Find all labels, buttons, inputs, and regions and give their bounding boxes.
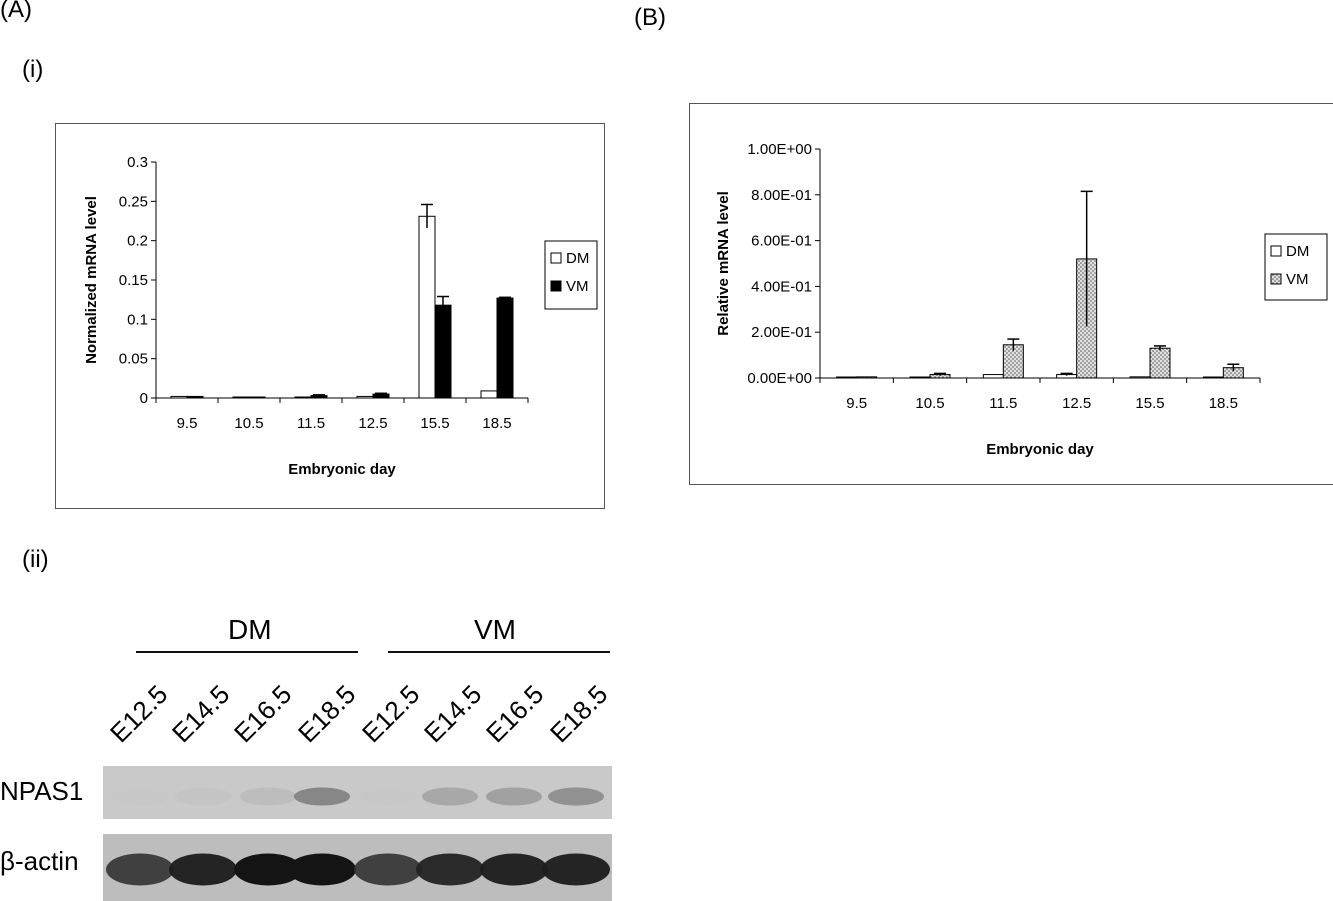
panel-label-a: (A): [0, 0, 32, 23]
blot-band-npas1: [486, 787, 542, 806]
panel-label-i: (i): [22, 56, 44, 83]
bar-dm: [170, 395, 188, 399]
blot-svg: [103, 766, 612, 901]
chart-b-frame: 0.00E+00 2.00E-01 4.00E-01 6.00E-01 8.00E-01…: [689, 103, 1333, 485]
x-tick-label: 12.5: [358, 415, 387, 432]
blot-band-npas1: [360, 787, 416, 806]
y-tick-label: 8.00E-01: [751, 187, 812, 204]
bar-dm: [294, 396, 312, 399]
chart-b-svg: 0.00E+00 2.00E-01 4.00E-01 6.00E-01 8.00E-01…: [715, 141, 1328, 458]
x-tick-label: 11.5: [297, 415, 325, 432]
blot-band-label-actin: β-actin: [0, 846, 79, 876]
blot-group-dm-line: [136, 651, 358, 653]
bar-dm: [836, 376, 858, 379]
legend-box: [1264, 233, 1328, 301]
legend-box: [544, 240, 598, 310]
x-tick-label: 15.5: [1135, 395, 1164, 412]
bar-dm: [909, 376, 931, 379]
y-tick-label: 0.2: [127, 233, 148, 250]
x-tick-label: 15.5: [420, 415, 449, 432]
chart-a-svg: 0 0.05 0.1 0.15 0.2 0.25 0.3 9.5 10.5 11.5 12.5 15.…: [83, 154, 598, 478]
bar-vm: [186, 395, 204, 399]
bar-dm: [982, 374, 1004, 379]
blot-group-vm-line: [388, 651, 610, 653]
y-tick-label: 0.00E+00: [747, 370, 812, 387]
legend-swatch-vm: [1270, 273, 1282, 285]
legend-label-vm: VM: [566, 278, 589, 295]
western-blot: DM VM E12.5 E14.5 E16.5 E18.5 E12.5 E14.…: [0, 600, 640, 901]
blot-band-actin: [169, 853, 237, 886]
bar-vm: [856, 376, 878, 379]
y-tick-label: 6.00E-01: [751, 233, 812, 250]
x-axis-title: Embryonic day: [288, 461, 396, 478]
legend-label-dm: DM: [1286, 243, 1309, 260]
bar-dm: [356, 395, 374, 399]
bar-vm: [1149, 347, 1171, 379]
y-tick-label: 0.1: [127, 311, 148, 328]
blot-band-npas1: [422, 787, 478, 806]
blot-band-npas1: [240, 787, 296, 806]
blot-band-npas1: [294, 787, 350, 806]
y-axis-title: Relative mRNA level: [715, 191, 732, 336]
blot-band-actin: [288, 853, 356, 886]
panel-label-ii: (ii): [22, 546, 49, 573]
y-tick-label: 2.00E-01: [751, 324, 812, 341]
blot-band-actin: [234, 853, 302, 886]
x-tick-label: 9.5: [846, 395, 867, 412]
blot-band-npas1: [175, 787, 231, 806]
x-tick-label: 11.5: [989, 395, 1017, 412]
y-tick-label: 0.05: [119, 351, 148, 368]
x-tick-label: 10.5: [234, 415, 263, 432]
chart-a-frame: 0 0.05 0.1 0.15 0.2 0.25 0.3 9.5 10.5 11.5 12.5 15.…: [55, 123, 605, 509]
blot-band-actin: [354, 853, 422, 886]
y-tick-label: 0.15: [119, 272, 148, 289]
bar-dm: [480, 390, 498, 399]
x-tick-label: 18.5: [1209, 395, 1238, 412]
y-tick-label: 0.25: [119, 193, 148, 210]
legend-label-vm: VM: [1286, 271, 1309, 288]
blot-group-vm: VM: [474, 614, 516, 645]
bar-vm: [496, 297, 514, 399]
bar-dm: [1202, 376, 1224, 379]
y-tick-label: 0: [140, 390, 148, 407]
y-tick-label: 4.00E-01: [751, 278, 812, 295]
bar-dm: [1129, 376, 1151, 379]
bar-dm: [418, 215, 436, 399]
bar-vm: [248, 396, 266, 399]
panel-label-b: (B): [634, 4, 666, 31]
blot-group-dm: DM: [228, 614, 272, 645]
blot-band-actin: [416, 853, 484, 886]
legend-swatch-vm: [550, 280, 562, 292]
blot-band-npas1: [548, 787, 604, 806]
x-tick-label: 12.5: [1062, 395, 1091, 412]
blot-band-actin: [106, 853, 174, 886]
legend-label-dm: DM: [566, 250, 589, 267]
legend-swatch-dm: [550, 252, 562, 264]
blot-band-actin: [542, 853, 610, 886]
legend-swatch-dm: [1270, 245, 1282, 257]
bar-vm: [434, 304, 452, 399]
y-tick-label: 1.00E+00: [747, 141, 812, 158]
blot-band-npas1: [112, 787, 168, 806]
x-tick-label: 18.5: [482, 415, 511, 432]
x-tick-label: 9.5: [177, 415, 198, 432]
y-axis-title: Normalized mRNA level: [83, 196, 100, 364]
x-axis-title: Embryonic day: [986, 441, 1094, 458]
blot-band-actin: [480, 853, 548, 886]
x-tick-label: 10.5: [915, 395, 944, 412]
y-tick-label: 0.3: [127, 154, 148, 171]
blot-band-label-npas1: NPAS1: [0, 776, 84, 806]
bar-dm: [232, 396, 250, 399]
